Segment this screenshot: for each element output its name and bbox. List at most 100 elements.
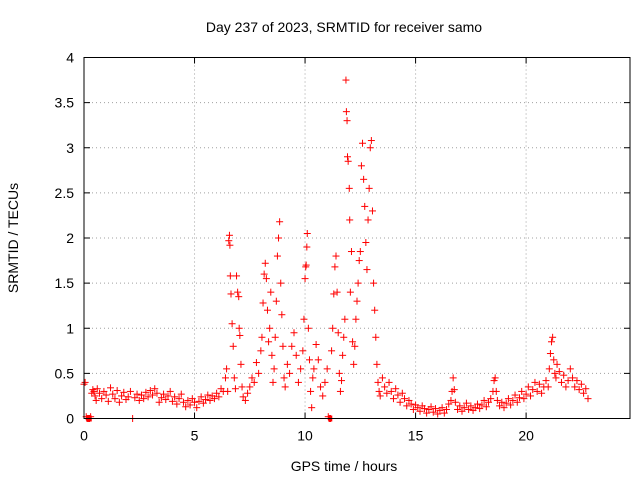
data-point — [89, 386, 97, 394]
data-point — [162, 396, 170, 404]
data-point — [502, 399, 510, 407]
data-point — [314, 356, 322, 364]
data-point — [81, 378, 89, 386]
data-point — [166, 387, 174, 395]
data-point — [299, 347, 307, 355]
data-point — [375, 387, 383, 395]
data-point — [259, 299, 267, 307]
data-point — [304, 324, 312, 332]
data-point — [225, 237, 233, 245]
data-point — [551, 369, 559, 377]
data-point — [366, 144, 374, 152]
data-point — [571, 383, 579, 391]
data-point — [246, 383, 254, 391]
data-point — [263, 306, 271, 314]
data-point — [267, 288, 275, 296]
data-point — [168, 397, 176, 405]
x-tick-label: 15 — [408, 428, 424, 444]
data-point — [357, 162, 365, 170]
data-point — [262, 275, 270, 283]
data-point — [496, 402, 504, 410]
x-axis-label: GPS time / hours — [291, 458, 398, 474]
data-point — [273, 252, 281, 260]
data-point — [157, 394, 165, 402]
data-point — [575, 386, 583, 394]
data-point — [277, 279, 285, 287]
data-point — [329, 324, 337, 332]
y-tick-label: 3.5 — [55, 95, 75, 111]
data-point — [317, 383, 325, 391]
data-point — [365, 184, 373, 192]
data-point — [545, 365, 553, 373]
data-point — [307, 387, 315, 395]
data-point — [93, 385, 101, 393]
data-point — [354, 279, 362, 287]
data-point — [509, 396, 517, 404]
data-point — [266, 324, 274, 332]
data-point — [271, 333, 279, 341]
data-point — [344, 157, 352, 165]
data-point — [394, 391, 402, 399]
data-point — [269, 378, 277, 386]
data-point — [255, 369, 263, 377]
data-point — [179, 398, 187, 406]
data-point — [309, 374, 317, 382]
data-point — [236, 331, 244, 339]
data-point — [557, 378, 565, 386]
data-point — [373, 360, 381, 368]
data-point — [360, 175, 368, 183]
data-point — [392, 385, 400, 393]
data-point — [553, 360, 561, 368]
data-point — [115, 398, 123, 406]
data-point — [566, 365, 574, 373]
data-point — [330, 290, 338, 298]
data-point — [239, 393, 247, 401]
data-point — [302, 261, 310, 269]
data-point — [188, 395, 196, 403]
data-point — [445, 400, 453, 408]
y-tick-label: 0.5 — [55, 365, 75, 381]
data-point — [355, 257, 363, 265]
data-point — [288, 342, 296, 350]
data-point — [340, 333, 348, 341]
data-point — [414, 404, 422, 412]
data-point — [476, 405, 484, 413]
data-point — [342, 108, 350, 116]
y-axis-label: SRMTID / TECUs — [5, 183, 21, 293]
data-point — [91, 392, 99, 400]
data-point — [303, 243, 311, 251]
data-point — [328, 347, 336, 355]
data-point — [283, 360, 291, 368]
y-tick-label: 2.5 — [55, 185, 75, 201]
y-tick-label: 0 — [66, 411, 74, 427]
data-point — [173, 400, 181, 408]
data-point — [527, 392, 535, 400]
data-point — [100, 387, 108, 395]
data-point — [109, 390, 117, 398]
data-point — [294, 378, 302, 386]
data-point — [555, 368, 563, 376]
data-point — [228, 320, 236, 328]
data-point — [175, 395, 183, 403]
data-point — [244, 389, 252, 397]
data-point — [235, 324, 243, 332]
data-point — [184, 396, 192, 404]
data-point — [213, 389, 221, 397]
data-point — [312, 340, 320, 348]
data-point — [535, 380, 543, 388]
data-point — [456, 402, 464, 410]
data-point — [548, 338, 556, 346]
data-point — [500, 404, 508, 412]
data-point — [582, 385, 590, 393]
data-point — [323, 365, 331, 373]
data-point — [550, 356, 558, 364]
data-point — [257, 347, 265, 355]
data-point — [364, 216, 372, 224]
data-point — [533, 387, 541, 395]
data-markers — [80, 76, 592, 422]
data-point — [520, 395, 528, 403]
data-point — [235, 293, 243, 301]
data-point — [529, 386, 537, 394]
data-point — [531, 378, 539, 386]
